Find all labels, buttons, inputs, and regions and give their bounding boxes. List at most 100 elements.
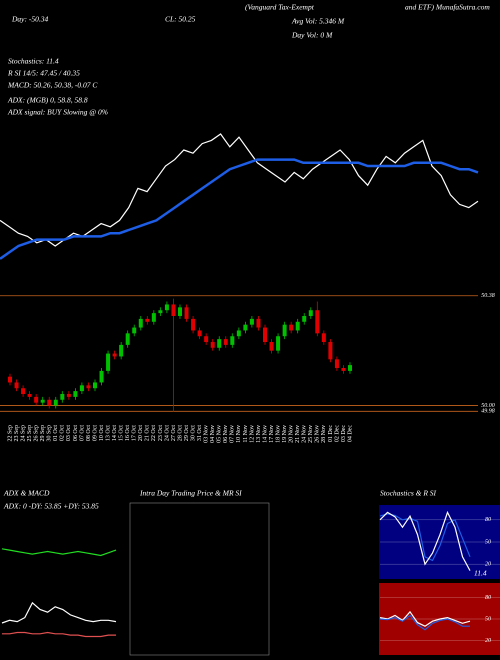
candle-body (119, 344, 124, 357)
candle-body (184, 307, 189, 319)
candle-body (106, 353, 111, 371)
candle-body (66, 394, 71, 397)
x-tick-label: 14 Oct (112, 425, 118, 441)
series-line (379, 614, 470, 631)
x-tick-label: 25 Nov (308, 425, 314, 443)
annotation: 11.4 (474, 569, 487, 578)
candle-body (73, 391, 78, 397)
candle-body (40, 399, 45, 403)
candle-body (99, 370, 104, 383)
x-tick-label: 18 Nov (275, 425, 281, 443)
x-tick-label: 06 Nov (223, 425, 229, 443)
x-tick-label: 13 Nov (256, 425, 262, 443)
y-tick-label: 80 (485, 595, 491, 601)
candle-body (217, 339, 222, 348)
candle-body (145, 318, 150, 322)
x-tick-label: 03 Nov (204, 425, 210, 443)
candle-body (289, 324, 294, 331)
y-tick-label: 50.38 (481, 293, 495, 299)
x-tick-label: 28 Nov (321, 425, 327, 443)
x-tick-label: 01 Dec (328, 425, 334, 442)
x-tick-label: 28 Oct (177, 425, 183, 441)
x-tick-label: 06 Oct (73, 425, 79, 441)
candle-body (230, 336, 235, 345)
series-line (379, 513, 471, 562)
series-line (0, 158, 479, 260)
x-tick-label: 29 Sep (40, 425, 46, 442)
candle-body (125, 333, 130, 345)
x-tick-label: 10 Oct (99, 425, 105, 441)
candle-body (86, 385, 91, 389)
candle-body (138, 318, 143, 328)
x-tick-label: 04 Dec (347, 425, 353, 442)
x-tick-label: 20 Oct (138, 425, 144, 441)
x-tick-label: 08 Oct (86, 425, 92, 441)
x-tick-label: 09 Oct (92, 425, 98, 441)
x-tick-label: 04 Nov (210, 425, 216, 443)
x-tick-label: 26 Nov (315, 425, 321, 443)
candle-body (8, 376, 12, 383)
x-tick-label: 27 Oct (171, 425, 177, 441)
candle-body (321, 333, 326, 342)
x-tick-label: 24 Nov (302, 425, 308, 443)
candle-body (236, 330, 241, 337)
y-tick-label: 49.98 (481, 408, 495, 415)
x-tick-label: 21 Oct (145, 425, 151, 441)
x-tick-label: 07 Nov (230, 425, 236, 443)
x-tick-label: 23 Sep (14, 425, 20, 442)
x-tick-label: 24 Sep (20, 425, 26, 442)
x-tick-label: 10 Nov (236, 425, 242, 443)
candle-body (197, 330, 202, 337)
candle-body (79, 385, 84, 392)
y-tick-label: 50.00 (481, 403, 495, 409)
x-tick-label: 19 Nov (282, 425, 288, 443)
candle-body (256, 318, 261, 328)
x-tick-label: 17 Nov (269, 425, 275, 443)
candle-body (27, 394, 32, 397)
candle-body (53, 399, 58, 406)
annotation: MACD: 50.26, 50.38, -0.07 C (7, 81, 98, 90)
x-tick-label: 13 Oct (105, 425, 111, 441)
candle-body (341, 368, 346, 371)
candle-body (132, 327, 137, 334)
candle-body (276, 336, 281, 351)
annotation: ADX: 0 -DY: 53.85 +DY: 53.85 (3, 502, 99, 511)
x-tick-label: 14 Nov (262, 425, 268, 443)
series-line (2, 631, 116, 638)
candle-body (21, 388, 26, 394)
series-line (1, 548, 117, 557)
x-tick-label: 16 Oct (125, 425, 131, 441)
annotation: Day Vol: 0 M (291, 31, 333, 40)
candle-body (34, 396, 39, 403)
candle-body (295, 321, 300, 331)
candle-body (263, 327, 267, 342)
x-tick-label: 21 Nov (295, 425, 301, 443)
candle-body (308, 310, 313, 316)
x-tick-label: 22 Sep (7, 425, 13, 442)
x-tick-label: 11 Nov (243, 425, 249, 443)
series-line (379, 610, 471, 627)
candle-body (315, 310, 320, 334)
x-tick-label: 22 Oct (151, 425, 157, 441)
x-tick-label: 02 Dec (334, 425, 340, 442)
x-tick-label: 30 Oct (190, 425, 196, 441)
candle-body (223, 339, 228, 345)
intraday-box (129, 502, 270, 656)
candle-body (164, 304, 169, 311)
candle-body (178, 307, 182, 316)
x-tick-label: 12 Nov (249, 425, 255, 443)
x-tick-label: 20 Nov (289, 425, 295, 443)
candle-body (328, 342, 333, 360)
candle-body (282, 324, 287, 337)
panel-title: Intra Day Trading Price & MR SI (139, 489, 242, 498)
candle-body (151, 313, 156, 322)
annotation: ADX: (MGB) 0, 58.8, 58.8 (7, 96, 88, 105)
candle-body (191, 318, 196, 331)
x-tick-label: 23 Oct (158, 425, 164, 441)
x-tick-label: 29 Oct (184, 425, 190, 441)
candle-body (171, 304, 176, 316)
x-tick-label: 26 Sep (34, 425, 40, 442)
candle-body (269, 342, 274, 351)
y-tick-label: 50 (485, 539, 491, 545)
